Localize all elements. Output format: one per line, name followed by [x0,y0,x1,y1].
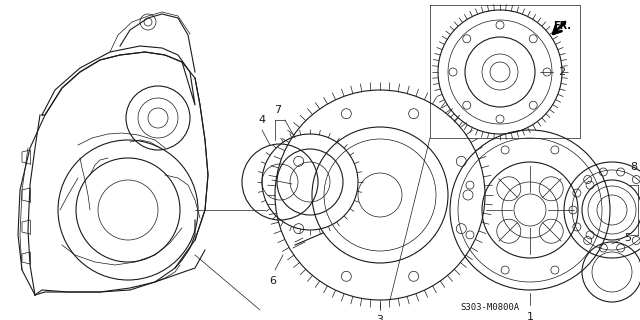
Text: 8: 8 [630,162,637,172]
Text: 7: 7 [275,105,282,115]
Text: 1: 1 [527,312,534,320]
Text: 3: 3 [376,315,383,320]
Text: 4: 4 [259,115,266,125]
Text: S303-M0800A: S303-M0800A [460,303,520,312]
Text: FR.: FR. [553,21,571,31]
Text: 5: 5 [624,233,631,243]
Text: 2: 2 [558,67,565,77]
Text: 6: 6 [269,276,276,286]
